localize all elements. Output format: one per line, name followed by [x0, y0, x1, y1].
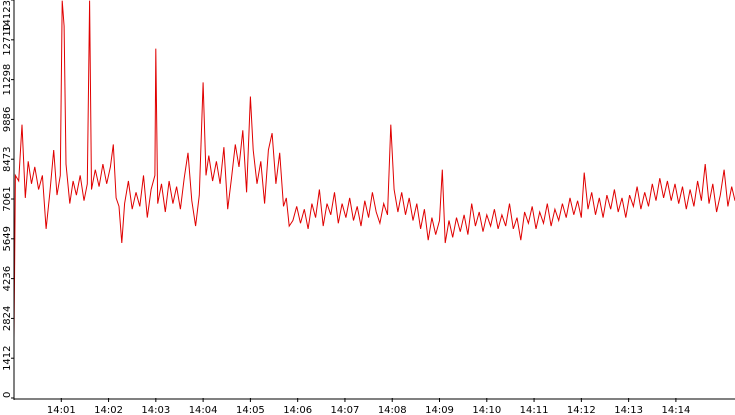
x-tick-label: 14:06 [283, 405, 312, 415]
y-tick-label: 9886 [2, 107, 13, 132]
x-tick-label: 14:03 [141, 405, 170, 415]
y-tick-label: 4236 [2, 266, 13, 291]
x-tick-label: 14:13 [614, 405, 643, 415]
y-tick-label: 11298 [2, 64, 13, 96]
x-tick-label: 14:12 [567, 405, 596, 415]
y-axis-tick-labels: 0 1412 2824 4236 5649 7061 8473 9886 11298 127101… [2, 0, 14, 399]
y-tick-label: 8473 [2, 146, 13, 171]
series-line [13, 0, 735, 339]
x-tick-label: 14:08 [378, 405, 407, 415]
y-tick-label: 2824 [2, 306, 13, 331]
y-tick-label: 1412 [2, 345, 13, 370]
y-tick-label: 14123 [2, 0, 13, 32]
y-tick-label: 0 [2, 392, 13, 398]
x-tick-label: 14:05 [236, 405, 265, 415]
x-tick-label: 14:09 [425, 405, 454, 415]
y-tick-label: 12710 [2, 24, 13, 56]
x-tick-label: 14:10 [472, 405, 501, 415]
x-tick-label: 14:04 [189, 405, 218, 415]
series-group [13, 0, 735, 339]
x-tick-label: 14:14 [661, 405, 690, 415]
x-tick-label: 14:11 [520, 405, 549, 415]
x-tick-label: 14:01 [47, 405, 76, 415]
x-tick-label: 14:02 [94, 405, 123, 415]
x-tick-label: 14:07 [331, 405, 360, 415]
x-axis-tick-labels: 14:01 14:02 14:03 14:04 14:05 14:06 14:07 14:08… [47, 398, 690, 415]
y-tick-label: 5649 [2, 226, 13, 251]
y-tick-label: 7061 [2, 186, 13, 211]
